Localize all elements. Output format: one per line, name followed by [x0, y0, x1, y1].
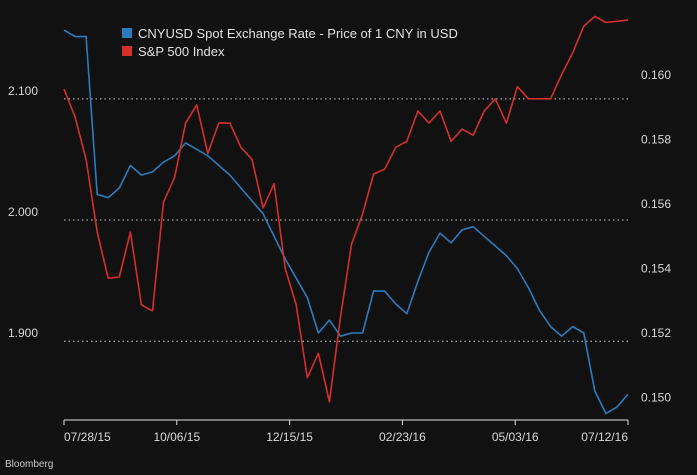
right-axis-tick-label: 0.154 — [641, 262, 671, 276]
right-axis-tick-label: 0.150 — [641, 390, 671, 404]
left-axis-tick-label: 1.900 — [8, 326, 38, 340]
axes: 2.100 2.000 1.900 0.160 0.158 0.156 0.154 0.152… — [8, 68, 671, 444]
legend-swatch-cnyusd — [122, 28, 132, 38]
left-axis-tick-label: 2.100 — [8, 84, 38, 98]
right-axis-tick-label: 0.156 — [641, 197, 671, 211]
source-label: Bloomberg — [5, 459, 54, 470]
series-lines — [63, 15, 629, 415]
legend-label-sp500: S&P 500 Index — [138, 44, 225, 59]
legend: CNYUSD Spot Exchange Rate - Price of 1 C… — [122, 26, 458, 59]
gridlines — [64, 98, 628, 342]
series-line-cnyusd — [63, 29, 629, 415]
left-axis-tick-label: 2.000 — [8, 205, 38, 219]
right-axis-tick-label: 0.152 — [641, 326, 671, 340]
legend-label-cnyusd: CNYUSD Spot Exchange Rate - Price of 1 C… — [138, 26, 458, 41]
x-axis-tick-label: 07/12/16 — [581, 430, 628, 444]
x-axis-tick-label: 02/23/16 — [379, 430, 426, 444]
legend-swatch-sp500 — [122, 46, 132, 56]
series-line-sp500 — [63, 15, 629, 403]
x-axis-tick-label: 07/28/15 — [64, 430, 111, 444]
x-axis-tick-label: 05/03/16 — [492, 430, 539, 444]
right-axis-tick-label: 0.158 — [641, 133, 671, 147]
x-axis-tick-label: 12/15/15 — [266, 430, 313, 444]
right-axis-tick-label: 0.160 — [641, 68, 671, 82]
x-axis-tick-label: 10/06/15 — [153, 430, 200, 444]
